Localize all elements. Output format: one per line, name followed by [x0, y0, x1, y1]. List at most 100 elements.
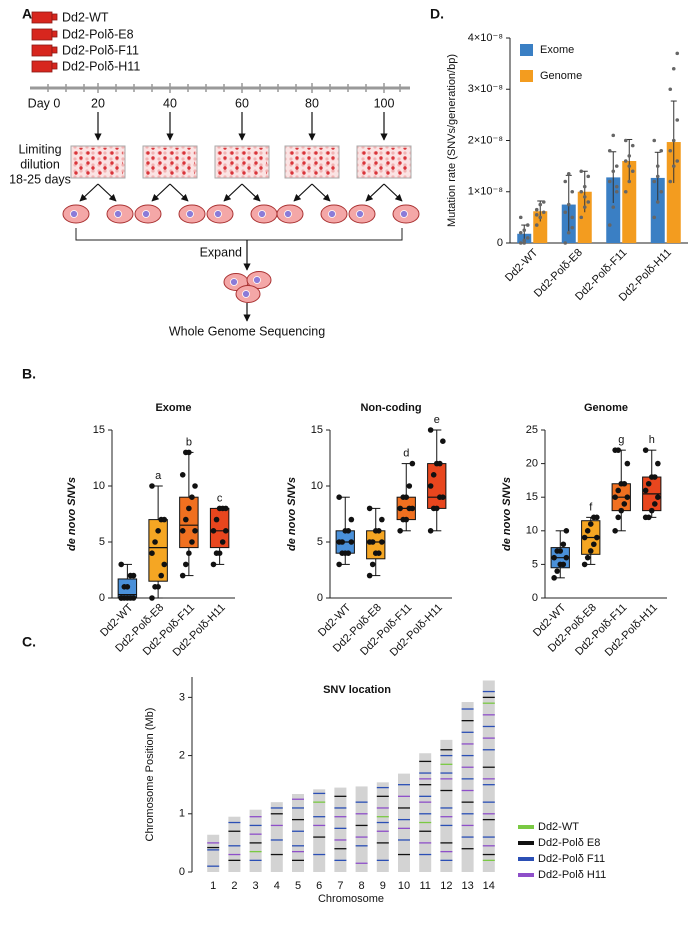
timeline-ticks	[47, 83, 401, 93]
data-point	[379, 516, 385, 523]
chromosome	[292, 794, 304, 872]
timeline-label: 20	[91, 96, 105, 110]
data-point	[586, 174, 591, 179]
strain-label: Dd2-Polδ-E8	[62, 27, 134, 41]
data-point	[614, 164, 619, 168]
data-point	[541, 200, 546, 204]
data-point	[584, 528, 591, 534]
strain-label: Dd2-Polδ-F11	[62, 43, 139, 57]
data-point	[155, 528, 161, 534]
data-point	[615, 487, 621, 494]
data-point	[623, 189, 628, 194]
data-point	[348, 539, 355, 545]
data-point	[655, 494, 661, 501]
data-point	[563, 554, 570, 561]
timeline-label: 40	[163, 96, 177, 110]
data-point	[645, 514, 652, 521]
data-point	[655, 460, 661, 467]
annotation: a	[155, 470, 162, 482]
x-tick-label: Dd2-WT	[503, 246, 541, 284]
chromosome	[228, 816, 241, 872]
y-tick-label: 2	[179, 749, 185, 761]
data-point	[563, 528, 570, 534]
data-point	[518, 215, 523, 220]
data-point	[579, 169, 584, 174]
chromosome	[398, 773, 410, 872]
legend-label: Dd2-Polδ F11	[538, 853, 605, 865]
panel-label: C.	[22, 634, 36, 650]
data-point	[652, 179, 657, 184]
data-point	[430, 472, 437, 478]
y-tick-label: 0	[532, 592, 538, 604]
annotation: g	[618, 434, 624, 446]
nucleus	[142, 210, 150, 218]
y-axis-label: Chromosome Position (Mb)	[144, 708, 156, 842]
data-point	[541, 210, 546, 215]
data-point	[409, 505, 416, 512]
chromosome	[482, 680, 495, 872]
y-tick-label: 2×10⁻⁸	[468, 134, 503, 146]
data-point	[570, 215, 575, 220]
y-tick-label: 10	[526, 525, 538, 537]
y-tick-label: 5	[532, 558, 538, 570]
nucleus	[400, 210, 408, 218]
y-tick-label: 5	[99, 536, 105, 548]
chromosome	[313, 789, 326, 872]
data-point	[668, 179, 673, 184]
x-tick-label: 5	[295, 880, 301, 892]
data-point	[118, 561, 125, 568]
arrow	[151, 183, 171, 202]
y-tick-label: 15	[526, 491, 538, 503]
y-tick-label: 15	[93, 424, 105, 436]
chart-title: Non-coding	[360, 402, 421, 414]
data-point	[560, 561, 567, 568]
x-tick-label: 4	[274, 880, 280, 892]
data-point	[397, 505, 403, 512]
data-point	[652, 474, 658, 480]
data-point	[611, 169, 616, 174]
data-point	[130, 572, 137, 579]
arrow	[79, 183, 99, 202]
annotation: c	[217, 492, 223, 504]
data-point	[655, 200, 660, 204]
data-point	[655, 174, 660, 179]
data-point	[615, 447, 621, 453]
timeline-label: 60	[235, 96, 249, 110]
data-point	[409, 460, 416, 467]
legend-label: Dd2-WT	[538, 821, 579, 833]
chromosome	[207, 834, 220, 872]
chart-title: SNV location	[323, 684, 391, 696]
data-point	[124, 584, 131, 590]
y-tick-label: 0	[497, 237, 503, 249]
data-point	[366, 505, 373, 512]
y-tick-label: 10	[311, 480, 323, 492]
y-tick-label: 0	[99, 592, 105, 604]
data-point	[618, 507, 625, 514]
data-point	[607, 223, 612, 227]
data-point	[586, 200, 591, 204]
data-point	[186, 449, 192, 456]
data-point	[584, 554, 591, 561]
plate-wells	[287, 148, 337, 176]
y-tick-label: 3	[179, 691, 185, 703]
x-tick-label: 6	[316, 880, 322, 892]
data-point	[403, 516, 410, 523]
data-point	[369, 539, 376, 545]
data-point	[161, 516, 168, 523]
data-point	[652, 215, 657, 220]
data-point	[369, 561, 376, 568]
bracket	[75, 228, 403, 241]
data-point	[376, 528, 382, 534]
data-point	[336, 494, 342, 501]
bar	[533, 211, 548, 243]
nucleus	[328, 210, 336, 218]
data-point	[210, 528, 217, 534]
arrow	[169, 183, 189, 202]
timeline-label: Day 0	[28, 96, 61, 110]
arrow	[97, 183, 117, 202]
data-point	[612, 528, 618, 534]
data-point	[366, 572, 373, 579]
data-point	[522, 228, 527, 232]
data-point	[563, 241, 568, 245]
data-point	[630, 169, 635, 174]
